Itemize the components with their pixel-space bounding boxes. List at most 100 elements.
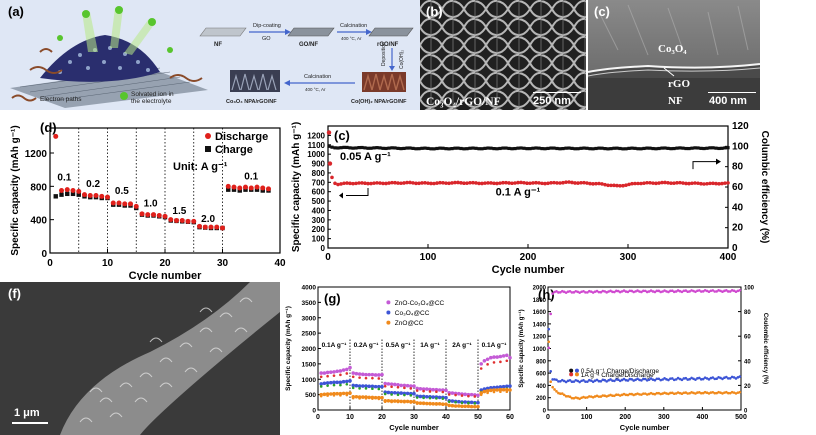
g-point-0	[508, 355, 512, 360]
g-point-1	[469, 400, 474, 405]
h-1-point	[715, 391, 718, 395]
g-dis-point-0	[377, 377, 381, 380]
g-point-1	[495, 385, 499, 390]
charge-point	[226, 187, 231, 192]
discharge-point	[151, 212, 156, 218]
h-1-point	[655, 391, 659, 395]
efficiency-point	[702, 146, 706, 151]
g-dis-point-0	[467, 394, 470, 398]
g-dis-point-2	[460, 405, 464, 408]
h-1-point	[638, 393, 641, 396]
efficiency-point	[654, 147, 658, 151]
efficiency-point	[723, 146, 727, 150]
g-point-0	[434, 387, 439, 392]
h-1-point	[713, 391, 717, 395]
g-point-2	[386, 398, 391, 403]
h-efficiency-point	[603, 290, 607, 293]
label-nf: NF	[668, 95, 683, 107]
legend-g-marker-1	[386, 310, 391, 315]
efficiency-point	[489, 146, 493, 150]
discharge-point	[185, 218, 191, 224]
g-point-0	[338, 369, 343, 373]
g-point-2	[380, 395, 384, 400]
x-tick-label-c: 100	[420, 252, 437, 263]
g-point-0	[345, 367, 349, 372]
g-dis-point-2	[428, 402, 432, 406]
g-point-1	[319, 382, 323, 386]
efficiency-point	[477, 147, 481, 151]
g-point-2	[463, 404, 467, 409]
h-05-point	[701, 377, 705, 381]
g-dis-point-2	[358, 397, 361, 400]
g-point-0	[357, 372, 362, 376]
y-tick-label-c: 200	[312, 225, 326, 234]
h-efficiency-point	[649, 289, 653, 292]
g-dis-point-1	[467, 401, 470, 405]
h-05-point	[622, 377, 626, 381]
g-dis-point-0	[486, 363, 489, 366]
y-tick-label-c: 100	[312, 235, 326, 244]
g-point-2	[482, 389, 487, 394]
y-tick-label-c: 800	[312, 169, 326, 178]
g-dis-point-2	[396, 400, 400, 404]
g-point-0	[354, 371, 359, 376]
x-tick-label-g: 30	[410, 414, 418, 421]
capacity-point	[501, 180, 505, 185]
capacity-point	[621, 183, 625, 188]
y-tick-label-d: 800	[30, 182, 47, 193]
g-point-0	[319, 371, 323, 375]
h-05-point	[595, 378, 599, 382]
efficiency-point	[363, 146, 367, 150]
h-05-point	[553, 378, 556, 381]
h-05-point	[562, 379, 566, 383]
h-05-point	[738, 375, 742, 378]
capacity-point	[366, 181, 370, 186]
g-point-0	[373, 373, 378, 377]
h-1-point	[688, 391, 691, 395]
g-dis-point-1	[364, 387, 368, 390]
legend-h-marker-0b	[574, 368, 579, 373]
discharge-point	[179, 218, 185, 223]
g-point-0	[469, 392, 474, 397]
capacity-point	[363, 181, 367, 186]
g-point-0	[489, 355, 493, 360]
g-dis-point-2	[409, 401, 413, 404]
rate-label-d: 1.5	[172, 206, 186, 217]
h-05-point	[732, 376, 736, 379]
h-05-point	[559, 380, 562, 383]
y-tick-label-c: 400	[312, 206, 326, 215]
efficiency-point	[639, 147, 643, 151]
h-05-point	[640, 379, 643, 382]
efficiency-point	[708, 146, 712, 150]
charge-point	[254, 187, 260, 192]
arrow-head-right	[716, 158, 721, 165]
g-point-2	[489, 388, 493, 393]
h-efficiency-point	[578, 291, 581, 294]
h-efficiency-point	[711, 289, 715, 292]
g-point-1	[335, 380, 339, 385]
capacity-point	[387, 181, 391, 185]
efficiency-point	[618, 146, 622, 151]
g-point-2	[322, 392, 327, 397]
y-tick-label-c: 1100	[308, 141, 326, 150]
efficiency-point	[450, 146, 454, 151]
efficiency-point	[558, 147, 562, 151]
h-efficiency-point	[643, 289, 647, 293]
g-point-1	[492, 385, 496, 390]
discharge-point	[128, 201, 133, 207]
h-efficiency-point	[721, 290, 724, 294]
capacity-point	[630, 181, 634, 186]
h-efficiency-point	[570, 291, 574, 294]
sem-image-f: 1 μm	[0, 282, 280, 435]
g-point-2	[425, 401, 429, 406]
capacity-point	[375, 181, 379, 185]
capacity-point	[513, 181, 517, 185]
co3o4-structure	[230, 70, 280, 92]
y-tick-label-g: 3500	[302, 300, 317, 307]
x-axis-label-c: Cycle number	[492, 264, 565, 276]
efficiency-point	[333, 146, 337, 150]
capacity-point	[642, 181, 646, 185]
h-05-point	[726, 377, 730, 380]
capacity-point	[417, 181, 421, 186]
capacity-point	[558, 181, 562, 185]
